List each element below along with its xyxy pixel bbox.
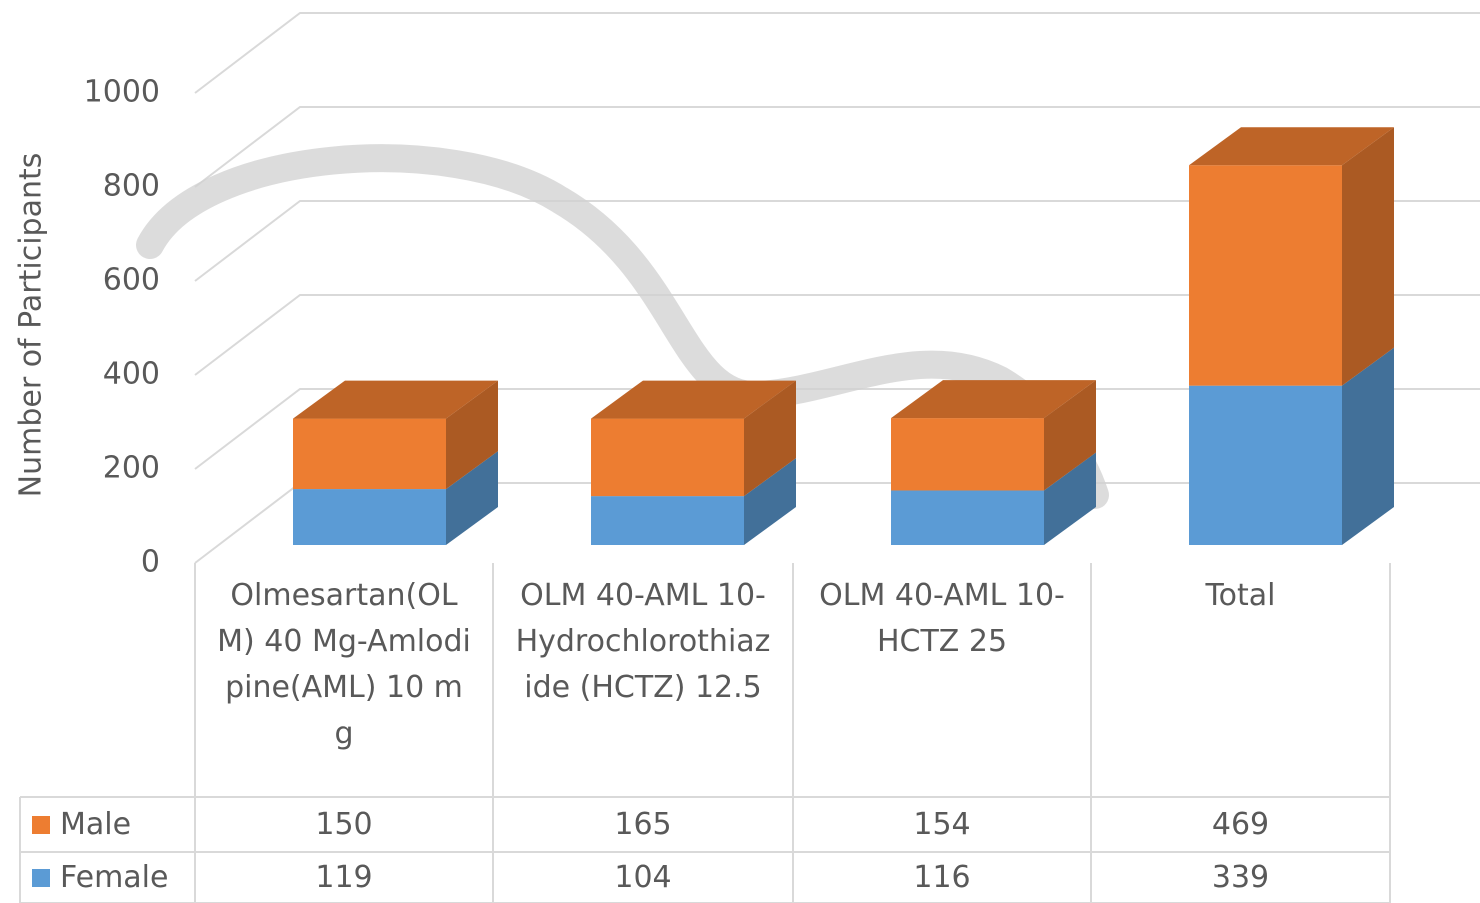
legend-entry: Female <box>20 852 195 903</box>
legend-swatch <box>32 869 50 887</box>
table-value: 165 <box>493 797 793 852</box>
bar <box>591 496 744 545</box>
bar <box>293 489 446 545</box>
y-tick-label: 600 <box>103 263 160 298</box>
y-tick-label: 1000 <box>84 75 160 110</box>
bar <box>1189 165 1342 385</box>
table-value: 119 <box>195 852 493 903</box>
legend-swatch <box>32 816 50 834</box>
legend-entry: Male <box>20 797 195 852</box>
y-tick-label: 400 <box>103 357 160 392</box>
category-label: OLM 40-AML 10-HCTZ 25 <box>793 563 1091 797</box>
legend-label: Male <box>60 802 131 848</box>
bar <box>293 419 446 490</box>
category-label: OLM 40-AML 10-Hydrochlorothiazide (HCTZ)… <box>493 563 793 797</box>
y-tick-label: 800 <box>103 169 160 204</box>
y-tick-label: 0 <box>141 545 160 580</box>
table-value: 104 <box>493 852 793 903</box>
bar <box>591 419 744 497</box>
bar <box>891 490 1044 545</box>
table-value: 116 <box>793 852 1091 903</box>
bar <box>1189 386 1342 545</box>
table-value: 154 <box>793 797 1091 852</box>
legend-label: Female <box>60 855 168 901</box>
table-value: 339 <box>1091 852 1390 903</box>
category-label: Olmesartan(OLM) 40 Mg-Amlodipine(AML) 10… <box>195 563 493 797</box>
table-value: 469 <box>1091 797 1390 852</box>
y-axis-label: Number of Participants <box>14 153 49 498</box>
bar <box>891 418 1044 490</box>
grid-line <box>195 13 1480 93</box>
y-tick-label: 200 <box>103 451 160 486</box>
page: Number of Participants 0 200 400 600 800 1000… <box>0 0 1480 903</box>
bar-side <box>1342 127 1394 385</box>
table-value: 150 <box>195 797 493 852</box>
category-label: Total <box>1091 563 1390 797</box>
